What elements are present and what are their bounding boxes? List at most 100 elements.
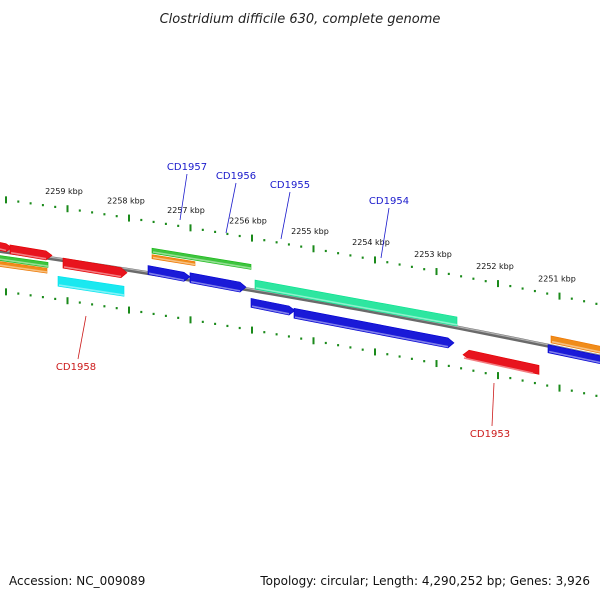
inner-tick <box>312 337 315 345</box>
inner-tick <box>300 337 303 340</box>
outer-tick <box>5 196 7 204</box>
outer-tick <box>91 211 94 214</box>
gene-arrow-highlight <box>548 350 600 364</box>
gene-feature[interactable] <box>151 254 196 266</box>
outer-tick <box>115 215 118 218</box>
gene-feature[interactable] <box>250 298 296 316</box>
gene-label-top[interactable]: CD1956 <box>216 171 256 182</box>
ruler-label: 2251 kbp <box>538 275 576 284</box>
gene-arrow-highlight <box>190 280 241 292</box>
inner-tick <box>214 322 217 325</box>
gene-feature[interactable] <box>462 349 540 375</box>
gene-label-leader <box>491 382 495 427</box>
inner-tick <box>238 326 241 330</box>
outer-tick <box>54 205 57 209</box>
outer-tick <box>238 234 241 238</box>
inner-tick <box>29 294 32 297</box>
gene-arrow-highlight <box>551 340 600 353</box>
outer-tick <box>263 239 266 242</box>
gene-arrow[interactable] <box>147 265 191 282</box>
gene-arrow[interactable] <box>189 272 247 293</box>
gene-feature[interactable] <box>189 272 247 293</box>
inner-tick <box>435 360 438 368</box>
inner-tick <box>374 348 376 356</box>
gene-feature[interactable] <box>254 279 458 327</box>
map-title: Clostridium difficile 630, complete geno… <box>160 12 441 27</box>
inner-tick <box>361 348 364 351</box>
gene-feature[interactable] <box>147 265 191 282</box>
gene-arrow[interactable] <box>254 279 458 327</box>
outer-tick <box>324 249 327 253</box>
outer-tick <box>189 224 192 232</box>
gene-feature[interactable] <box>62 257 128 279</box>
gene-feature[interactable] <box>293 307 455 349</box>
outer-tick <box>66 205 69 213</box>
ruler-label: 2258 kbp <box>107 197 145 206</box>
outer-tick <box>226 232 229 236</box>
outer-tick <box>214 230 217 233</box>
gene-feature[interactable] <box>0 255 49 268</box>
inner-tick <box>460 367 463 370</box>
gene-feature[interactable] <box>550 335 600 354</box>
gene-feature[interactable] <box>0 261 48 274</box>
inner-tick <box>386 353 389 356</box>
gene-arrow[interactable] <box>250 298 296 316</box>
outer-tick <box>337 252 340 255</box>
gene-label-top[interactable]: CD1955 <box>270 180 310 191</box>
gene-arrow[interactable] <box>62 257 128 279</box>
inner-tick <box>115 307 118 310</box>
gene-label-top[interactable]: CD1957 <box>167 162 207 173</box>
gene-label-leader <box>280 191 291 240</box>
outer-tick <box>398 263 401 266</box>
outer-tick <box>275 241 278 244</box>
gene-label-leader <box>380 207 390 259</box>
outer-tick <box>410 265 413 268</box>
feature-layer <box>0 241 600 375</box>
gene-arrow-highlight <box>63 266 122 278</box>
inner-tick <box>5 288 7 296</box>
inner-tick <box>41 296 44 299</box>
inner-tick <box>275 333 278 336</box>
inner-tick <box>521 379 524 382</box>
outer-tick <box>361 256 364 259</box>
inner-tick <box>91 303 94 306</box>
inner-tick <box>595 394 598 397</box>
outer-tick <box>201 228 204 231</box>
outer-tick <box>29 202 32 205</box>
gene-feature[interactable] <box>0 241 13 253</box>
gene-feature[interactable] <box>57 275 125 297</box>
gene-arrow-highlight <box>255 287 458 326</box>
inner-tick <box>103 305 106 308</box>
gene-feature[interactable] <box>547 344 600 365</box>
outer-tick <box>447 272 450 276</box>
inner-tick <box>398 355 401 358</box>
inner-tick <box>54 297 57 301</box>
outer-tick <box>374 256 376 264</box>
gene-arrow-highlight <box>152 256 196 266</box>
gene-arrow-highlight <box>58 284 125 296</box>
outer-tick <box>509 284 512 288</box>
outer-tick <box>300 245 303 248</box>
inner-tick <box>546 384 549 387</box>
label-layer: CD1957 CD1956 CD1955 CD1954 CD1958 CD1953 <box>56 162 510 440</box>
tick-layer: 2259 kbp 2258 kbp 2257 kbp 2256 kbp 2255 kbp… <box>5 187 598 397</box>
gene-arrow-highlight <box>0 264 48 273</box>
gene-label-bottom[interactable]: CD1953 <box>470 429 510 440</box>
gene-label-bottom[interactable]: CD1958 <box>56 362 96 373</box>
gene-label-top[interactable]: CD1954 <box>369 196 409 207</box>
gene-arrow-highlight <box>0 248 7 252</box>
gene-arrow[interactable] <box>9 244 53 261</box>
outer-tick <box>570 297 573 300</box>
gene-feature[interactable] <box>151 247 252 270</box>
outer-tick <box>484 280 487 283</box>
gene-arrow[interactable] <box>57 275 125 297</box>
inner-tick <box>484 372 487 375</box>
outer-tick <box>164 222 167 225</box>
inner-tick <box>17 292 20 295</box>
outer-tick <box>287 243 290 246</box>
gene-arrow[interactable] <box>293 307 455 349</box>
inner-tick <box>558 384 561 392</box>
gene-feature[interactable] <box>9 244 53 261</box>
gene-label-leader <box>225 182 237 234</box>
